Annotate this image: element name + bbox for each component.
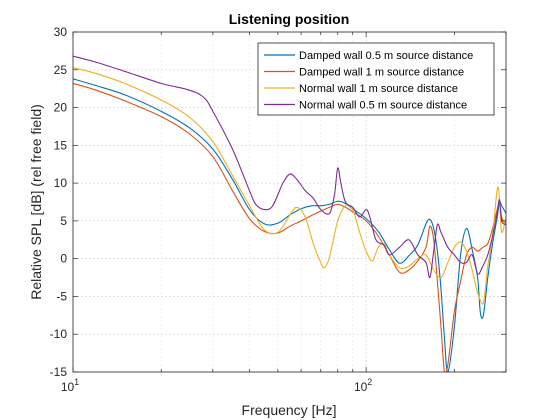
series-line-2 xyxy=(73,82,506,372)
series-line-3 xyxy=(73,66,506,305)
y-tick-label: -5 xyxy=(56,289,67,303)
ticks: 101 102 -15 -10 -5 0 5 10 15 20 25 30 xyxy=(50,25,507,394)
y-tick-label: 10 xyxy=(54,176,68,190)
y-tick-label: -10 xyxy=(50,327,68,341)
x-tick-label: 101 xyxy=(61,377,79,394)
legend-box xyxy=(257,42,495,116)
y-tick-label: 20 xyxy=(54,101,68,115)
legend-label-2: Damped wall 1 m source distance xyxy=(299,67,464,79)
y-tick-label: -15 xyxy=(50,365,68,379)
series-line-1 xyxy=(73,78,506,372)
x-axis-label: Frequency [Hz] xyxy=(242,402,337,418)
x-tick-label: 102 xyxy=(354,377,372,394)
y-tick-label: 25 xyxy=(54,63,68,77)
legend: Damped wall 0.5 m source distance Damped … xyxy=(257,42,495,116)
series-line-4 xyxy=(73,55,506,279)
y-tick-label: 15 xyxy=(54,138,68,152)
series-layer xyxy=(73,55,506,372)
legend-label-4: Normal wall 0.5 m source distance xyxy=(299,100,467,112)
y-axis-label: Relative SPL [dB] (rel free field) xyxy=(28,104,44,300)
legend-label-3: Normal wall 1 m source distance xyxy=(299,83,458,95)
chart-title: Listening position xyxy=(229,11,350,27)
plot-frame xyxy=(72,31,507,373)
y-tick-label: 30 xyxy=(54,25,68,39)
y-tick-label: 0 xyxy=(60,252,67,266)
y-tick-label: 5 xyxy=(60,214,67,228)
legend-label-1: Damped wall 0.5 m source distance xyxy=(299,50,473,62)
